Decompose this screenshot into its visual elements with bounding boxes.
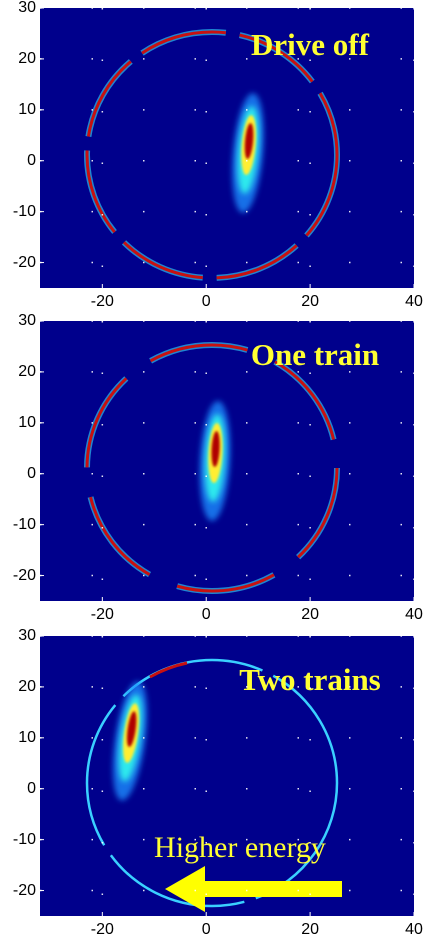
- y-tick-label: -20: [13, 254, 36, 271]
- y-tick-label: 20: [18, 50, 36, 67]
- y-tick-label: 10: [18, 729, 36, 746]
- y-tick-label: -10: [13, 203, 36, 220]
- annotation: Two trains: [239, 662, 381, 697]
- arrow-label: Higher energy: [154, 831, 326, 864]
- blob-hot: [211, 431, 220, 467]
- x-tick-label: 20: [301, 606, 319, 623]
- electron-blob: [112, 681, 148, 801]
- y-tick-label: -10: [13, 831, 36, 848]
- y-tick-label: 0: [27, 465, 36, 482]
- blob-hot: [126, 711, 137, 747]
- electron-blob: [199, 401, 231, 521]
- blob-hot: [244, 123, 254, 159]
- x-tick-label: 40: [405, 293, 423, 310]
- x-tick-label: -20: [91, 293, 114, 310]
- x-tick-label: 40: [405, 606, 423, 623]
- x-tick-label: -20: [91, 921, 114, 938]
- detector-ring: [84, 342, 340, 594]
- y-tick-label: 30: [18, 312, 36, 329]
- x-tick-label: 20: [301, 921, 319, 938]
- x-tick-label: 0: [202, 606, 211, 623]
- y-tick-label: 20: [18, 363, 36, 380]
- x-tick-label: -20: [91, 606, 114, 623]
- annotation: Drive off: [251, 27, 370, 62]
- y-tick-label: 20: [18, 678, 36, 695]
- ring-core: [85, 343, 339, 593]
- energy-arrow: [165, 866, 342, 912]
- y-tick-label: 30: [18, 0, 36, 16]
- ring-core: [85, 30, 339, 280]
- x-tick-label: 0: [202, 293, 211, 310]
- x-tick-label: 0: [202, 921, 211, 938]
- y-tick-label: 0: [27, 152, 36, 169]
- x-tick-label: 40: [405, 921, 423, 938]
- y-tick-label: 0: [27, 780, 36, 797]
- x-tick-label: 20: [301, 293, 319, 310]
- plot-background: [40, 636, 414, 916]
- y-tick-label: -20: [13, 882, 36, 899]
- y-tick-label: 10: [18, 414, 36, 431]
- ring-hot: [149, 661, 188, 679]
- y-tick-label: 10: [18, 101, 36, 118]
- plot-background: [40, 8, 414, 288]
- y-tick-label: -20: [13, 567, 36, 584]
- ring-core: [85, 658, 339, 908]
- y-tick-label: -10: [13, 516, 36, 533]
- electron-blob: [232, 93, 264, 213]
- detector-ring: [85, 658, 339, 908]
- detector-ring: [84, 29, 340, 281]
- y-tick-label: 30: [18, 627, 36, 644]
- annotation: One train: [251, 337, 379, 372]
